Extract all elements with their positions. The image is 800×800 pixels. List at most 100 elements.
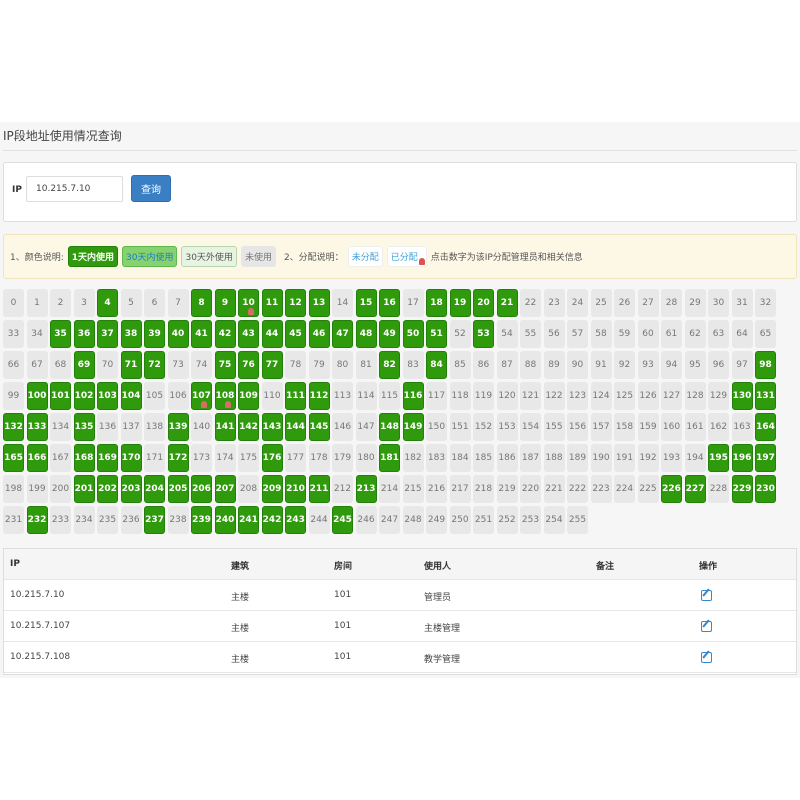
- edit-icon[interactable]: [701, 621, 712, 632]
- ip-cell-5[interactable]: 5: [120, 289, 142, 317]
- ip-cell-17[interactable]: 17: [402, 289, 424, 317]
- ip-cell-54[interactable]: 54: [496, 320, 518, 348]
- ip-cell-165[interactable]: 165: [3, 444, 24, 472]
- ip-cell-200[interactable]: 200: [50, 475, 71, 503]
- ip-cell-123[interactable]: 123: [567, 382, 588, 410]
- ip-cell-150[interactable]: 150: [426, 413, 447, 441]
- ip-cell-152[interactable]: 152: [473, 413, 494, 441]
- ip-cell-133[interactable]: 133: [26, 413, 48, 441]
- ip-cell-8[interactable]: 8: [191, 289, 212, 317]
- ip-cell-137[interactable]: 137: [120, 413, 142, 441]
- ip-cell-225[interactable]: 225: [637, 475, 659, 503]
- ip-cell-18[interactable]: 18: [426, 289, 447, 317]
- ip-cell-35[interactable]: 35: [50, 320, 71, 348]
- ip-cell-213[interactable]: 213: [355, 475, 377, 503]
- ip-cell-221[interactable]: 221: [543, 475, 565, 503]
- ip-cell-33[interactable]: 33: [3, 320, 24, 348]
- ip-cell-20[interactable]: 20: [473, 289, 494, 317]
- ip-cell-170[interactable]: 170: [120, 444, 142, 472]
- ip-cell-212[interactable]: 212: [332, 475, 353, 503]
- ip-cell-87[interactable]: 87: [496, 351, 518, 379]
- ip-cell-101[interactable]: 101: [50, 382, 71, 410]
- ip-cell-34[interactable]: 34: [26, 320, 48, 348]
- ip-cell-48[interactable]: 48: [355, 320, 377, 348]
- ip-cell-252[interactable]: 252: [496, 506, 518, 534]
- ip-cell-88[interactable]: 88: [520, 351, 541, 379]
- ip-cell-55[interactable]: 55: [520, 320, 541, 348]
- ip-cell-205[interactable]: 205: [167, 475, 189, 503]
- ip-cell-62[interactable]: 62: [684, 320, 706, 348]
- ip-cell-12[interactable]: 12: [285, 289, 306, 317]
- ip-cell-230[interactable]: 230: [755, 475, 776, 503]
- ip-cell-78[interactable]: 78: [285, 351, 306, 379]
- ip-cell-167[interactable]: 167: [50, 444, 71, 472]
- ip-cell-181[interactable]: 181: [379, 444, 400, 472]
- ip-cell-113[interactable]: 113: [332, 382, 353, 410]
- ip-cell-182[interactable]: 182: [402, 444, 424, 472]
- ip-cell-102[interactable]: 102: [73, 382, 95, 410]
- ip-cell-164[interactable]: 164: [755, 413, 776, 441]
- ip-cell-215[interactable]: 215: [402, 475, 424, 503]
- ip-cell-197[interactable]: 197: [755, 444, 776, 472]
- ip-cell-112[interactable]: 112: [308, 382, 330, 410]
- ip-cell-126[interactable]: 126: [637, 382, 659, 410]
- ip-cell-3[interactable]: 3: [73, 289, 95, 317]
- ip-cell-228[interactable]: 228: [708, 475, 729, 503]
- ip-cell-118[interactable]: 118: [449, 382, 471, 410]
- ip-cell-44[interactable]: 44: [261, 320, 283, 348]
- ip-cell-220[interactable]: 220: [520, 475, 541, 503]
- ip-cell-160[interactable]: 160: [661, 413, 682, 441]
- ip-cell-140[interactable]: 140: [191, 413, 212, 441]
- ip-cell-130[interactable]: 130: [731, 382, 753, 410]
- ip-cell-237[interactable]: 237: [144, 506, 165, 534]
- ip-cell-206[interactable]: 206: [191, 475, 212, 503]
- ip-cell-128[interactable]: 128: [684, 382, 706, 410]
- ip-cell-37[interactable]: 37: [97, 320, 118, 348]
- ip-cell-146[interactable]: 146: [332, 413, 353, 441]
- ip-cell-100[interactable]: 100: [26, 382, 48, 410]
- ip-cell-201[interactable]: 201: [73, 475, 95, 503]
- ip-cell-151[interactable]: 151: [449, 413, 471, 441]
- ip-cell-209[interactable]: 209: [261, 475, 283, 503]
- ip-cell-107[interactable]: 107: [191, 382, 212, 410]
- ip-cell-132[interactable]: 132: [3, 413, 24, 441]
- ip-cell-114[interactable]: 114: [355, 382, 377, 410]
- ip-cell-77[interactable]: 77: [261, 351, 283, 379]
- ip-cell-115[interactable]: 115: [379, 382, 400, 410]
- ip-cell-53[interactable]: 53: [473, 320, 494, 348]
- ip-cell-13[interactable]: 13: [308, 289, 330, 317]
- ip-cell-66[interactable]: 66: [3, 351, 24, 379]
- ip-cell-32[interactable]: 32: [755, 289, 776, 317]
- ip-cell-25[interactable]: 25: [590, 289, 612, 317]
- ip-cell-222[interactable]: 222: [567, 475, 588, 503]
- ip-cell-188[interactable]: 188: [543, 444, 565, 472]
- ip-cell-72[interactable]: 72: [144, 351, 165, 379]
- ip-cell-14[interactable]: 14: [332, 289, 353, 317]
- ip-cell-193[interactable]: 193: [661, 444, 682, 472]
- ip-cell-144[interactable]: 144: [285, 413, 306, 441]
- ip-cell-192[interactable]: 192: [637, 444, 659, 472]
- ip-cell-156[interactable]: 156: [567, 413, 588, 441]
- ip-cell-210[interactable]: 210: [285, 475, 306, 503]
- ip-cell-243[interactable]: 243: [285, 506, 306, 534]
- ip-cell-216[interactable]: 216: [426, 475, 447, 503]
- ip-cell-250[interactable]: 250: [449, 506, 471, 534]
- ip-cell-142[interactable]: 142: [238, 413, 259, 441]
- ip-cell-147[interactable]: 147: [355, 413, 377, 441]
- ip-cell-1[interactable]: 1: [26, 289, 48, 317]
- edit-icon[interactable]: [701, 652, 712, 663]
- ip-cell-194[interactable]: 194: [684, 444, 706, 472]
- ip-cell-239[interactable]: 239: [191, 506, 212, 534]
- ip-cell-69[interactable]: 69: [73, 351, 95, 379]
- ip-cell-109[interactable]: 109: [238, 382, 259, 410]
- ip-cell-159[interactable]: 159: [637, 413, 659, 441]
- ip-cell-91[interactable]: 91: [590, 351, 612, 379]
- ip-cell-248[interactable]: 248: [402, 506, 424, 534]
- query-button[interactable]: 查询: [131, 175, 171, 202]
- ip-cell-93[interactable]: 93: [637, 351, 659, 379]
- ip-cell-241[interactable]: 241: [238, 506, 259, 534]
- ip-cell-161[interactable]: 161: [684, 413, 706, 441]
- ip-cell-74[interactable]: 74: [191, 351, 212, 379]
- ip-cell-23[interactable]: 23: [543, 289, 565, 317]
- ip-cell-169[interactable]: 169: [97, 444, 118, 472]
